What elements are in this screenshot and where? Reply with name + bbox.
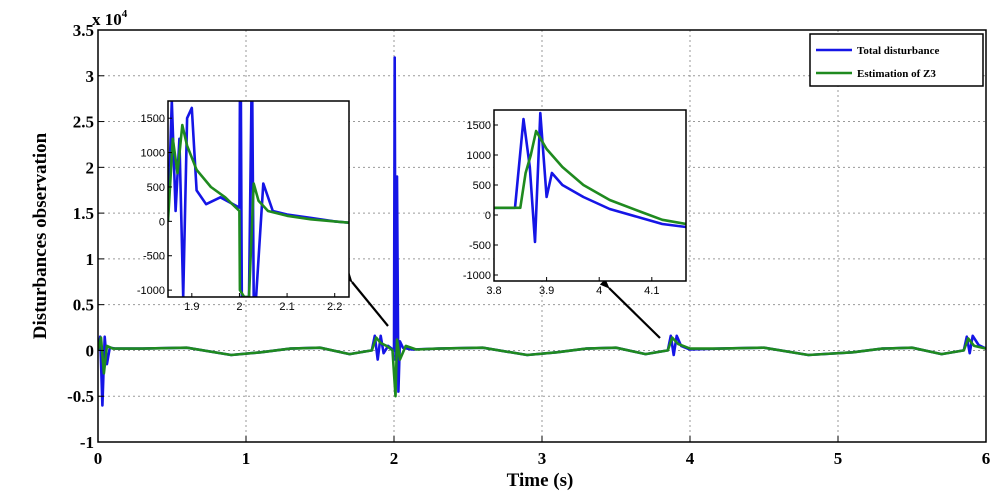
- x-axis-label: Time (s): [507, 470, 574, 491]
- y-tick-label: 0: [86, 341, 95, 360]
- x-tick-label: 0: [94, 449, 103, 468]
- y-axis-label: Disturbances observation: [30, 132, 51, 339]
- y-multiplier-base: x 10: [92, 10, 122, 29]
- x-tick-label: 6: [982, 449, 991, 468]
- inset-y-tick-label: 1000: [467, 150, 491, 162]
- inset-2-frame: [493, 109, 687, 282]
- inset-y-tick-label: 0: [485, 210, 491, 222]
- inset-y-tick-label: 0: [159, 216, 165, 228]
- x-tick-label: 4: [686, 449, 695, 468]
- inset-y-tick-label: -1000: [137, 285, 165, 297]
- x-tick-label: 3: [538, 449, 547, 468]
- x-tick-label: 5: [834, 449, 843, 468]
- legend-box: [809, 33, 984, 87]
- y-tick-label: 3.5: [73, 21, 94, 40]
- inset-y-tick-label: 1000: [141, 148, 165, 160]
- inset-1-plot-lines: [168, 101, 349, 297]
- inset-x-tick-label: 2: [236, 301, 242, 313]
- inset-1-tick-labels: 1.9 2 2.1 2.2 1500 1000 500 0 -500 -1000: [137, 113, 342, 313]
- main-tick-labels: 0 1 2 3 4 5 6 -1 -0.5 0 0.5 1 1.5 2 2.5 3 3.5: [67, 21, 990, 468]
- inset-x-tick-label: 4.1: [644, 285, 659, 297]
- inset-x-tick-label: 3.9: [539, 285, 554, 297]
- inset-y-tick-label: -500: [469, 240, 491, 252]
- y-tick-label: -0.5: [67, 387, 94, 406]
- inset-line-total-disturbance: [494, 111, 686, 244]
- main-plot-lines: [98, 56, 986, 407]
- inset-y-tick-label: 1500: [141, 113, 165, 125]
- zoom-arrow-2: [599, 278, 661, 339]
- inset-zoom-2: 3.8 3.9 4 4.1 1500 1000 500 0 -500 -1000: [463, 109, 687, 297]
- inset-x-tick-label: 2.1: [279, 301, 294, 313]
- inset-zoom-1: 1.9 2 2.1 2.2 1500 1000 500 0 -500 -1000: [137, 100, 350, 313]
- inset-line-estimation-z3: [494, 129, 686, 226]
- y-tick-label: 2.5: [73, 113, 94, 132]
- inset-y-tick-label: 1500: [467, 120, 491, 132]
- inset-x-tick-label: 1.9: [184, 301, 199, 313]
- y-tick-label: 1: [86, 250, 95, 269]
- legend-label-total: Total disturbance: [857, 45, 940, 57]
- y-tick-label: 2: [86, 158, 95, 177]
- y-multiplier-exponent: 4: [122, 8, 128, 20]
- legend: Total disturbance Estimation of Z3: [809, 33, 984, 87]
- legend-label-estimation: Estimation of Z3: [857, 68, 936, 80]
- y-tick-label: 1.5: [73, 204, 94, 223]
- y-tick-label: 0.5: [73, 296, 94, 315]
- y-multiplier-label: x 104: [92, 8, 128, 29]
- y-tick-label: -1: [80, 433, 94, 452]
- inset-y-tick-label: -500: [143, 251, 165, 263]
- inset-y-tick-label: -1000: [463, 270, 491, 282]
- inset-y-tick-label: 500: [147, 182, 165, 194]
- x-tick-label: 2: [390, 449, 399, 468]
- x-tick-label: 1: [242, 449, 251, 468]
- series-line-estimation-z3: [98, 336, 986, 398]
- inset-x-tick-label: 2.2: [327, 301, 342, 313]
- inset-1-frame: [167, 100, 350, 298]
- y-tick-label: 3: [86, 67, 95, 86]
- inset-2-plot-lines: [494, 111, 686, 244]
- zoom-arrow-1: [343, 272, 389, 327]
- inset-x-tick-label: 4: [596, 285, 602, 297]
- inset-y-tick-label: 500: [473, 180, 491, 192]
- inset-x-tick-label: 3.8: [486, 285, 501, 297]
- inset-line-estimation-z3: [168, 123, 349, 297]
- inset-2-tick-labels: 3.8 3.9 4 4.1 1500 1000 500 0 -500 -1000: [463, 120, 660, 297]
